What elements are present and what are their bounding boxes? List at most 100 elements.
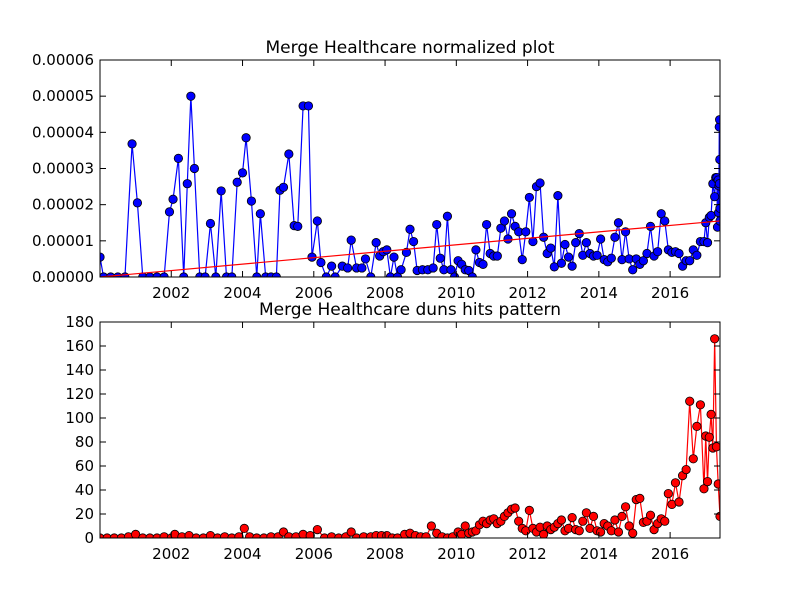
data-point	[524, 505, 534, 515]
y-tick-label: 0.00005	[32, 87, 94, 105]
data-point	[663, 488, 673, 499]
data-point	[574, 526, 584, 536]
chart-duns-hits: Merge Healthcare duns hits pattern 2002 2…	[65, 300, 721, 563]
data-point	[610, 515, 620, 525]
data-point	[535, 178, 545, 188]
data-point	[432, 219, 442, 230]
y-tick-label: 0.00001	[32, 232, 94, 250]
y-tick-label: 140	[65, 361, 94, 379]
x-tick-label: 2002	[152, 284, 190, 302]
x-tick-label: 2016	[651, 284, 689, 302]
x-tick-label: 2006	[295, 545, 333, 563]
data-point	[396, 265, 406, 275]
y-tick-label: 0.00002	[32, 196, 94, 214]
data-point	[567, 512, 577, 523]
data-point	[656, 209, 666, 219]
y-tick-label: 0.00006	[32, 51, 94, 69]
data-point	[704, 432, 714, 442]
data-point	[346, 527, 356, 537]
data-point	[303, 101, 314, 111]
data-point	[316, 257, 326, 268]
y-tick-label: 160	[65, 337, 94, 355]
data-point	[239, 523, 249, 534]
data-point	[553, 191, 563, 201]
data-point	[357, 263, 367, 273]
data-point	[173, 153, 183, 163]
axes-frame	[99, 321, 721, 539]
data-point	[613, 527, 624, 537]
y-tick-label: 180	[65, 313, 94, 331]
data-point	[563, 252, 574, 262]
data-point	[645, 510, 656, 520]
series-line	[100, 220, 720, 277]
x-tick-label: 2006	[295, 284, 333, 302]
data-point	[638, 256, 648, 266]
data-point	[702, 238, 713, 248]
data-point	[710, 192, 720, 202]
x-tick-label: 2016	[651, 545, 689, 563]
data-point	[539, 529, 549, 538]
data-point	[312, 524, 322, 535]
data-point	[482, 219, 492, 230]
data-point	[706, 409, 716, 419]
data-point	[670, 478, 681, 488]
data-point	[620, 502, 631, 512]
data-point	[628, 265, 638, 275]
data-point	[186, 91, 196, 101]
data-point	[517, 255, 527, 265]
data-point	[556, 258, 567, 268]
data-point	[389, 252, 399, 262]
data-point	[660, 216, 670, 226]
data-point	[343, 263, 353, 273]
data-point	[635, 493, 645, 503]
chart-title: Merge Healthcare duns hits pattern	[259, 300, 561, 320]
data-point	[284, 149, 294, 159]
x-tick-label: 2012	[508, 284, 546, 302]
data-point	[571, 238, 581, 248]
y-tick-label: 80	[75, 433, 94, 451]
data-point	[293, 221, 303, 231]
data-point	[514, 516, 524, 526]
data-point	[435, 253, 445, 263]
data-point	[312, 216, 322, 226]
data-point	[714, 179, 720, 189]
data-point	[401, 247, 412, 258]
data-point	[305, 531, 315, 538]
data-point	[460, 521, 470, 531]
data-point	[713, 479, 720, 489]
data-point	[581, 508, 591, 518]
x-tick-label: 2008	[366, 545, 404, 563]
data-point	[624, 521, 634, 531]
y-tick-label: 60	[75, 457, 94, 475]
data-point	[246, 196, 257, 206]
chart-title: Merge Healthcare normalized plot	[266, 38, 555, 58]
data-point	[592, 250, 602, 260]
data-point	[132, 198, 143, 208]
x-tick-label: 2010	[437, 545, 475, 563]
data-point	[699, 484, 709, 494]
data-point	[711, 442, 720, 452]
data-point	[182, 179, 192, 189]
y-tick-label: 100	[65, 409, 94, 427]
data-point	[164, 207, 175, 217]
data-point	[596, 527, 606, 537]
data-point	[189, 163, 200, 174]
plot-area	[100, 334, 720, 538]
x-tick-label: 2004	[223, 545, 261, 563]
data-point	[710, 334, 720, 344]
data-point	[546, 243, 556, 253]
data-point	[127, 139, 137, 149]
data-point	[660, 516, 670, 526]
data-point	[588, 511, 599, 522]
data-point	[241, 133, 251, 143]
data-point	[688, 454, 698, 464]
data-point	[168, 194, 178, 204]
data-point	[426, 521, 436, 531]
data-point	[442, 211, 453, 221]
data-point	[685, 396, 695, 406]
y-tick-label: 40	[75, 481, 94, 499]
data-point	[232, 177, 242, 187]
data-point	[371, 238, 381, 248]
